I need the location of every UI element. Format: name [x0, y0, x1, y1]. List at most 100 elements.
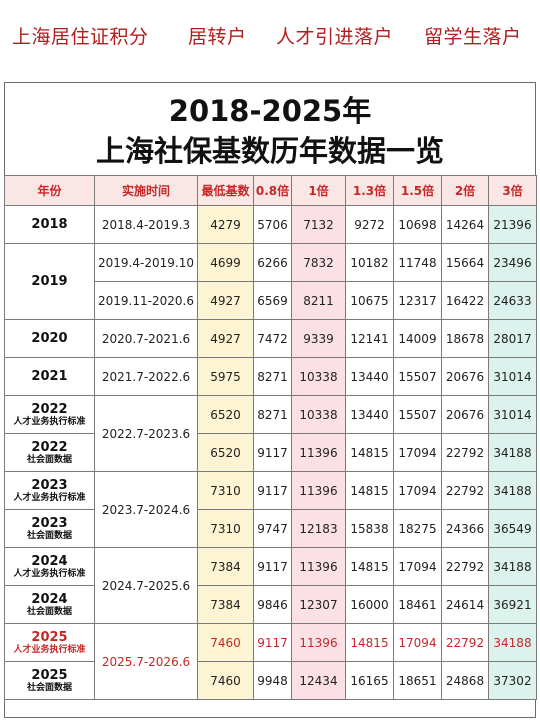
year-label: 2025 [31, 629, 68, 645]
value-cell-1-3x: 16000 [345, 585, 394, 624]
period-cell: 2019.11-2020.6 [94, 281, 198, 320]
nav-item-residence-to-hukou[interactable]: 居转户 [188, 26, 247, 48]
year-label: 2024 [31, 591, 68, 607]
nav-item-talent-hukou[interactable]: 人才引进落户 [276, 26, 394, 48]
value-cell-3x: 36549 [488, 509, 537, 548]
table-row: 2023 人才业务执行标准 2023.7-2024.6 7310 9117 113… [4, 471, 537, 548]
value-cell-1-3x: 13440 [345, 357, 394, 396]
year-cell: 2024 人才业务执行标准 [4, 547, 95, 586]
value-cell-3x: 34188 [488, 547, 537, 586]
value-cell-0-8x: 9117 [253, 433, 292, 472]
year-sublabel: 人才业务执行标准 [13, 492, 86, 503]
value-cell-1-3x: 14815 [345, 547, 394, 586]
value-cell-3x: 31014 [488, 357, 537, 396]
value-cell-1x: 10338 [291, 395, 346, 434]
page-subtitle: 上海社保基数历年数据一览 [95, 134, 444, 168]
year-label: 2023 [31, 515, 68, 531]
value-cell-3x: 23496 [488, 243, 537, 282]
value-cell-2x: 18678 [441, 319, 489, 358]
value-cell-1-3x: 9272 [345, 205, 394, 244]
period-cell: 2021.7-2022.6 [94, 357, 198, 396]
nav-item-overseas-student-hukou[interactable]: 留学生落户 [424, 26, 522, 48]
nav-item-residence-points[interactable]: 上海居住证积分 [12, 26, 149, 48]
value-cell-2x: 20676 [441, 395, 489, 434]
col-header-year: 年份 [4, 175, 95, 206]
period-cell: 2025.7-2026.6 [94, 623, 198, 700]
year-cell: 2025 社会面数据 [4, 661, 95, 700]
period-cell: 2024.7-2025.6 [94, 547, 198, 624]
value-cell-1-3x: 14815 [345, 471, 394, 510]
value-cell-1-3x: 16165 [345, 661, 394, 700]
value-cell-1-5x: 18275 [393, 509, 442, 548]
min-base-cell: 4279 [197, 205, 254, 244]
min-base-cell: 6520 [197, 395, 254, 434]
value-cell-0-8x: 6266 [253, 243, 292, 282]
min-base-cell: 7384 [197, 585, 254, 624]
value-cell-1x: 12307 [291, 585, 346, 624]
value-cell-3x: 34188 [488, 433, 537, 472]
value-cell-2x: 22792 [441, 471, 489, 510]
value-cell-2x: 22792 [441, 547, 489, 586]
value-cell-0-8x: 8271 [253, 395, 292, 434]
value-cell-1x: 8211 [291, 281, 346, 320]
table-row: 2024 人才业务执行标准 2024.7-2025.6 7384 9117 113… [4, 547, 537, 624]
col-header-1-3x: 1.3倍 [345, 175, 394, 206]
table-row: 2019.11-2020.6 4927 6569 8211 10675 1231… [5, 281, 537, 320]
value-cell-1x: 11396 [291, 623, 346, 662]
page-title: 2018-2025年 [168, 94, 372, 128]
year-cell: 2019 [4, 243, 95, 320]
value-cell-2x: 22792 [441, 433, 489, 472]
value-cell-3x: 36921 [488, 585, 537, 624]
min-base-cell: 7310 [197, 471, 254, 510]
table-row: 2018 2018.4-2019.3 4279 5706 7132 9272 1… [4, 205, 537, 244]
year-sublabel: 社会面数据 [26, 606, 72, 617]
value-cell-1-5x: 17094 [393, 623, 442, 662]
year-label: 2025 [31, 667, 68, 683]
value-cell-1x: 7132 [291, 205, 346, 244]
year-sublabel: 社会面数据 [26, 682, 72, 693]
table-row: 2022 人才业务执行标准 2022.7-2023.6 6520 8271 103… [4, 395, 537, 472]
value-cell-2x: 14264 [441, 205, 489, 244]
min-base-cell: 7384 [197, 547, 254, 586]
period-cell: 2022.7-2023.6 [94, 395, 198, 472]
value-cell-3x: 24633 [488, 281, 537, 320]
value-cell-2x: 24868 [441, 661, 489, 700]
value-cell-1-5x: 15507 [393, 395, 442, 434]
col-header-3x: 3倍 [488, 175, 537, 206]
value-cell-1-5x: 11748 [393, 243, 442, 282]
social-security-table: 年份 实施时间 最低基数 0.8倍 1倍 1.3倍 1.5倍 2倍 3倍 201… [4, 175, 537, 700]
table-row: 2021 2021.7-2022.6 5975 8271 10338 13440… [4, 357, 537, 396]
value-cell-2x: 24614 [441, 585, 489, 624]
value-cell-1-3x: 13440 [345, 395, 394, 434]
min-base-cell: 4927 [197, 281, 254, 320]
value-cell-0-8x: 9117 [253, 547, 292, 586]
year-cell: 2023 人才业务执行标准 [4, 471, 95, 510]
period-cell: 2018.4-2019.3 [94, 205, 198, 244]
min-base-cell: 7460 [197, 623, 254, 662]
year-label: 2023 [31, 477, 68, 493]
value-cell-1-5x: 12317 [393, 281, 442, 320]
value-cell-2x: 15664 [441, 243, 489, 282]
min-base-cell: 4927 [197, 319, 254, 358]
year-cell: 2024 社会面数据 [4, 585, 95, 624]
value-cell-1x: 12434 [291, 661, 346, 700]
col-header-1x: 1倍 [291, 175, 346, 206]
year-label: 2022 [31, 439, 68, 455]
value-cell-3x: 21396 [488, 205, 537, 244]
value-cell-2x: 20676 [441, 357, 489, 396]
value-cell-3x: 37302 [488, 661, 537, 700]
period-cell: 2023.7-2024.6 [94, 471, 198, 548]
col-header-2x: 2倍 [441, 175, 489, 206]
year-cell: 2022 人才业务执行标准 [4, 395, 95, 434]
value-cell-2x: 22792 [441, 623, 489, 662]
year-cell: 2018 [4, 205, 95, 244]
top-nav: 上海居住证积分 居转户 人才引进落户 留学生落户 [0, 0, 540, 70]
value-cell-0-8x: 8271 [253, 357, 292, 396]
value-cell-1-3x: 15838 [345, 509, 394, 548]
value-cell-1-5x: 15507 [393, 357, 442, 396]
col-header-period: 实施时间 [94, 175, 198, 206]
value-cell-1-5x: 14009 [393, 319, 442, 358]
table-row: 2022 社会面数据 6520 9117 11396 14815 17094 22… [4, 433, 537, 472]
value-cell-1-5x: 10698 [393, 205, 442, 244]
value-cell-1x: 11396 [291, 547, 346, 586]
